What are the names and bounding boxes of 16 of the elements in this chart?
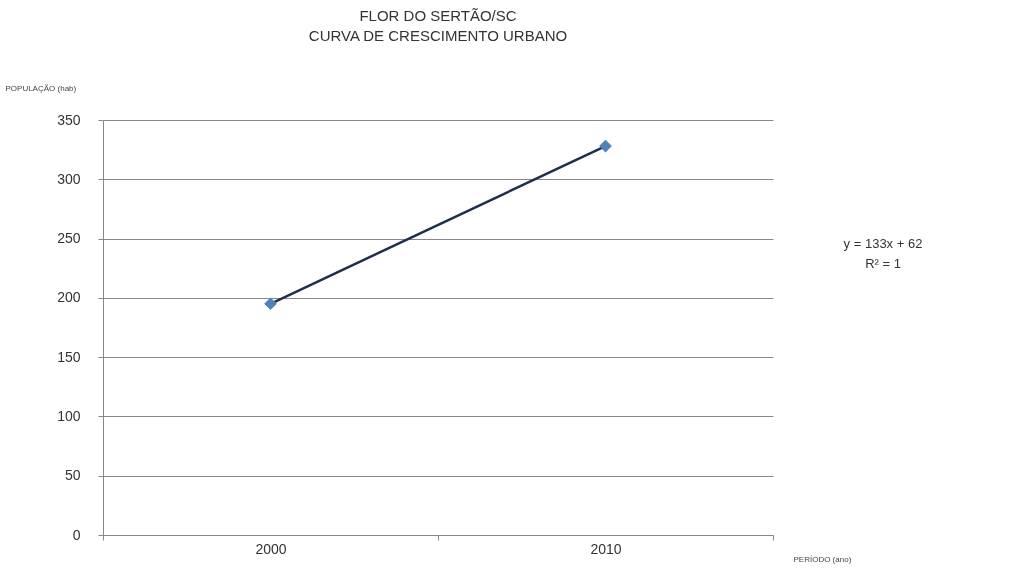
y-tick-label: 250 [57,230,81,247]
text: FLOR DO SERTÃO/SC [359,7,517,24]
y-tick-label: 100 [57,407,81,424]
y-axis-title: POPULAÇÃO (hab) [5,83,77,93]
y-tick-label: 300 [57,170,81,187]
text: R² = 1 [865,256,901,271]
y-tick-label: 350 [57,111,81,128]
x-axis-title: PERÍODO (ano) [793,554,852,564]
x-tick-label: 2010 [590,540,622,557]
y-tick-label: 50 [64,467,81,484]
text: CURVA DE CRESCIMENTO URBANO [308,27,568,44]
x-tick-label: 2000 [255,540,287,557]
y-tick-label: 150 [57,348,81,365]
text: y = 133x + 62 [843,236,923,251]
y-tick-label: 0 [72,526,81,543]
y-tick-label: 200 [57,289,81,306]
